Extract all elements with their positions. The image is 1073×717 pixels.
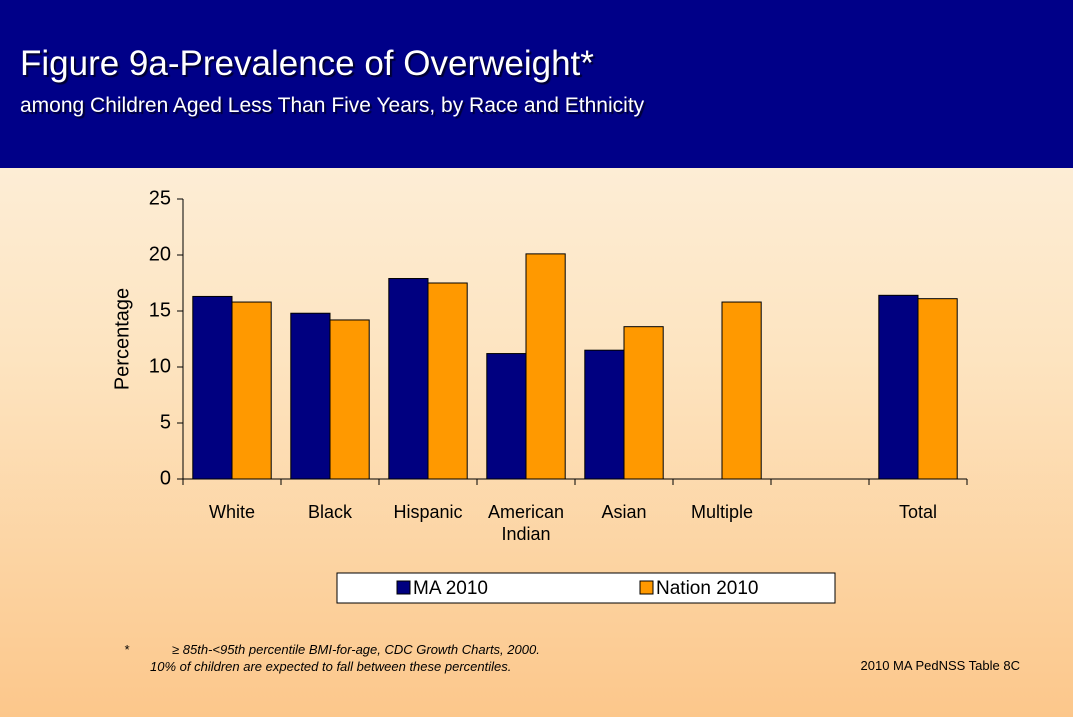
chart-subtitle: among Children Aged Less Than Five Years… — [20, 94, 645, 117]
bar — [388, 278, 429, 480]
bar — [329, 319, 370, 480]
legend-label: Nation 2010 — [656, 578, 758, 599]
legend-swatch — [639, 580, 654, 595]
x-tick-label: Asian — [601, 502, 647, 522]
bar — [917, 298, 958, 480]
bar — [525, 253, 566, 480]
legend-box — [336, 572, 836, 604]
y-axis-label: Percentage — [111, 288, 133, 390]
y-tick-label: 15 — [149, 299, 171, 321]
y-tick-label: 0 — [160, 467, 171, 489]
y-tick-label: 5 — [160, 411, 171, 433]
footnote-line: 10% of children are expected to fall bet… — [150, 659, 512, 674]
chart-title: Figure 9a-Prevalence of Overweight* — [20, 44, 594, 83]
y-tick-label: 10 — [149, 355, 171, 377]
legend-swatch — [396, 580, 411, 595]
x-tick-label: Multiple — [690, 502, 754, 522]
source: 2010 MA PedNSS Table 8C — [860, 658, 1020, 673]
x-tick-label: White — [208, 502, 255, 522]
x-tick-label: Black — [307, 502, 352, 522]
footnote-line: ≥ 85th-<95th percentile BMI-for-age, CDC… — [172, 642, 540, 657]
legend-label: MA 2010 — [413, 578, 488, 599]
bar — [486, 353, 527, 480]
header: Figure 9a-Prevalence of Overweight* amon… — [0, 0, 1073, 168]
bar — [623, 326, 664, 480]
x-tick-label: American Indian — [487, 502, 565, 544]
bar — [290, 312, 331, 480]
bar — [192, 295, 233, 480]
bar — [721, 301, 762, 480]
x-tick-label: Hispanic — [393, 502, 463, 522]
x-tick-label: Total — [898, 502, 938, 522]
bar — [427, 282, 468, 480]
bar — [584, 349, 625, 480]
bar — [878, 294, 919, 480]
y-tick-label: 25 — [149, 187, 171, 209]
y-tick-label: 20 — [149, 243, 171, 265]
footnote-marker: * — [124, 642, 130, 657]
bar — [231, 301, 272, 480]
